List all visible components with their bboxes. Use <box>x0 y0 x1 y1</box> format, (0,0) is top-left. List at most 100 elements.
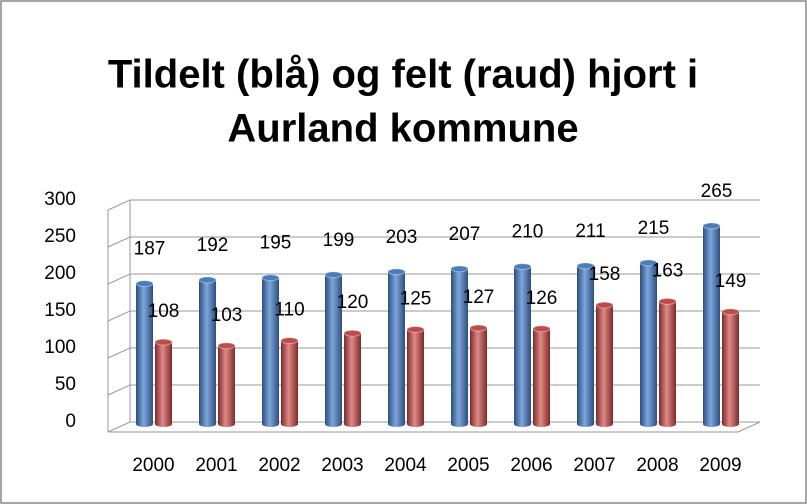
value-label: 203 <box>386 227 418 248</box>
x-tick-label: 2001 <box>195 455 237 476</box>
value-label: 187 <box>134 239 166 260</box>
value-label: 199 <box>323 230 355 251</box>
x-tick-label: 2003 <box>321 455 363 476</box>
chart-title: Aurland kommune <box>227 107 578 151</box>
bar <box>155 342 172 424</box>
bar-base <box>407 421 424 427</box>
bar-base <box>262 421 279 427</box>
bar-cap <box>532 325 551 333</box>
bar-base <box>703 421 720 427</box>
bar-cap <box>261 274 280 282</box>
value-label: 108 <box>148 301 180 322</box>
bar-cap <box>198 276 217 284</box>
bar-base <box>325 421 342 427</box>
bar-base <box>577 421 594 427</box>
bar-base <box>451 421 468 427</box>
value-label: 211 <box>575 221 605 242</box>
bar-base <box>659 421 676 427</box>
bar-cap <box>154 338 173 346</box>
value-label: 110 <box>274 300 304 321</box>
bar-base <box>596 421 613 427</box>
bar <box>407 329 424 424</box>
y-tick-label: 200 <box>44 263 76 284</box>
y-tick-label: 250 <box>44 226 76 247</box>
bar-cap <box>639 259 658 267</box>
x-tick-label: 2009 <box>699 455 741 476</box>
bar-base <box>155 421 172 427</box>
bar-base <box>344 421 361 427</box>
bar <box>722 311 739 424</box>
bar <box>640 262 657 424</box>
value-label: 215 <box>638 218 670 239</box>
bar <box>659 301 676 424</box>
value-label: 192 <box>197 235 229 256</box>
bar-cap <box>406 326 425 333</box>
y-tick-label: 0 <box>65 411 76 432</box>
bar-cap <box>576 262 595 270</box>
bar-cap <box>280 337 299 345</box>
bar <box>199 279 216 424</box>
bar-cap <box>343 329 362 337</box>
y-tick-label: 50 <box>55 374 76 395</box>
bar <box>596 305 613 424</box>
bar <box>281 340 298 424</box>
bar <box>514 266 531 424</box>
bar <box>388 271 405 424</box>
bar <box>262 277 279 424</box>
bar <box>577 265 594 424</box>
bar-cap <box>658 297 677 305</box>
value-label: 126 <box>526 288 558 309</box>
y-tick-label: 100 <box>44 337 76 358</box>
bar-base <box>281 421 298 427</box>
bar-cap <box>324 271 343 279</box>
x-tick-label: 2000 <box>132 455 174 476</box>
bar-base <box>199 421 216 427</box>
value-label: 158 <box>589 264 621 285</box>
value-label: 265 <box>701 181 733 202</box>
bar-base <box>470 421 487 427</box>
bar <box>325 274 342 424</box>
value-label: 163 <box>652 260 684 281</box>
bar <box>136 283 153 424</box>
bar-cap <box>450 265 469 273</box>
value-label: 120 <box>337 292 369 313</box>
value-label: 207 <box>449 224 481 245</box>
bar <box>533 328 550 424</box>
y-tick-label: 150 <box>44 300 76 321</box>
bar-base <box>640 421 657 427</box>
y-tick-label: 300 <box>44 189 76 210</box>
bar-cap <box>513 263 532 271</box>
bar <box>703 225 720 424</box>
x-tick-label: 2002 <box>258 455 300 476</box>
bar <box>470 328 487 424</box>
bar-cap <box>702 222 721 230</box>
x-tick-label: 2004 <box>384 455 427 476</box>
value-label: 127 <box>463 287 495 308</box>
bar-base <box>136 421 153 427</box>
bar-cap <box>469 324 488 332</box>
bar-cap <box>595 301 614 309</box>
bar <box>344 333 361 424</box>
bar-base <box>388 421 405 427</box>
bar-base <box>218 421 235 427</box>
bar-cap <box>387 268 406 276</box>
floor-line <box>108 421 761 433</box>
bar <box>451 268 468 424</box>
value-label: 103 <box>211 305 243 326</box>
bar-base <box>533 421 550 427</box>
x-tick-label: 2007 <box>573 455 615 476</box>
x-tick-label: 2006 <box>510 455 552 476</box>
x-tick-label: 2008 <box>636 455 678 476</box>
bar <box>218 345 235 424</box>
bar-base <box>514 421 531 427</box>
bar-cap <box>217 342 236 350</box>
bar-cap <box>721 308 740 316</box>
value-label: 210 <box>512 222 544 243</box>
bar-base <box>722 421 739 427</box>
value-label: 195 <box>260 233 292 254</box>
value-label: 125 <box>400 289 432 310</box>
x-tick-label: 2005 <box>447 455 489 476</box>
bar-cap <box>135 280 154 288</box>
value-label: 149 <box>715 271 747 292</box>
